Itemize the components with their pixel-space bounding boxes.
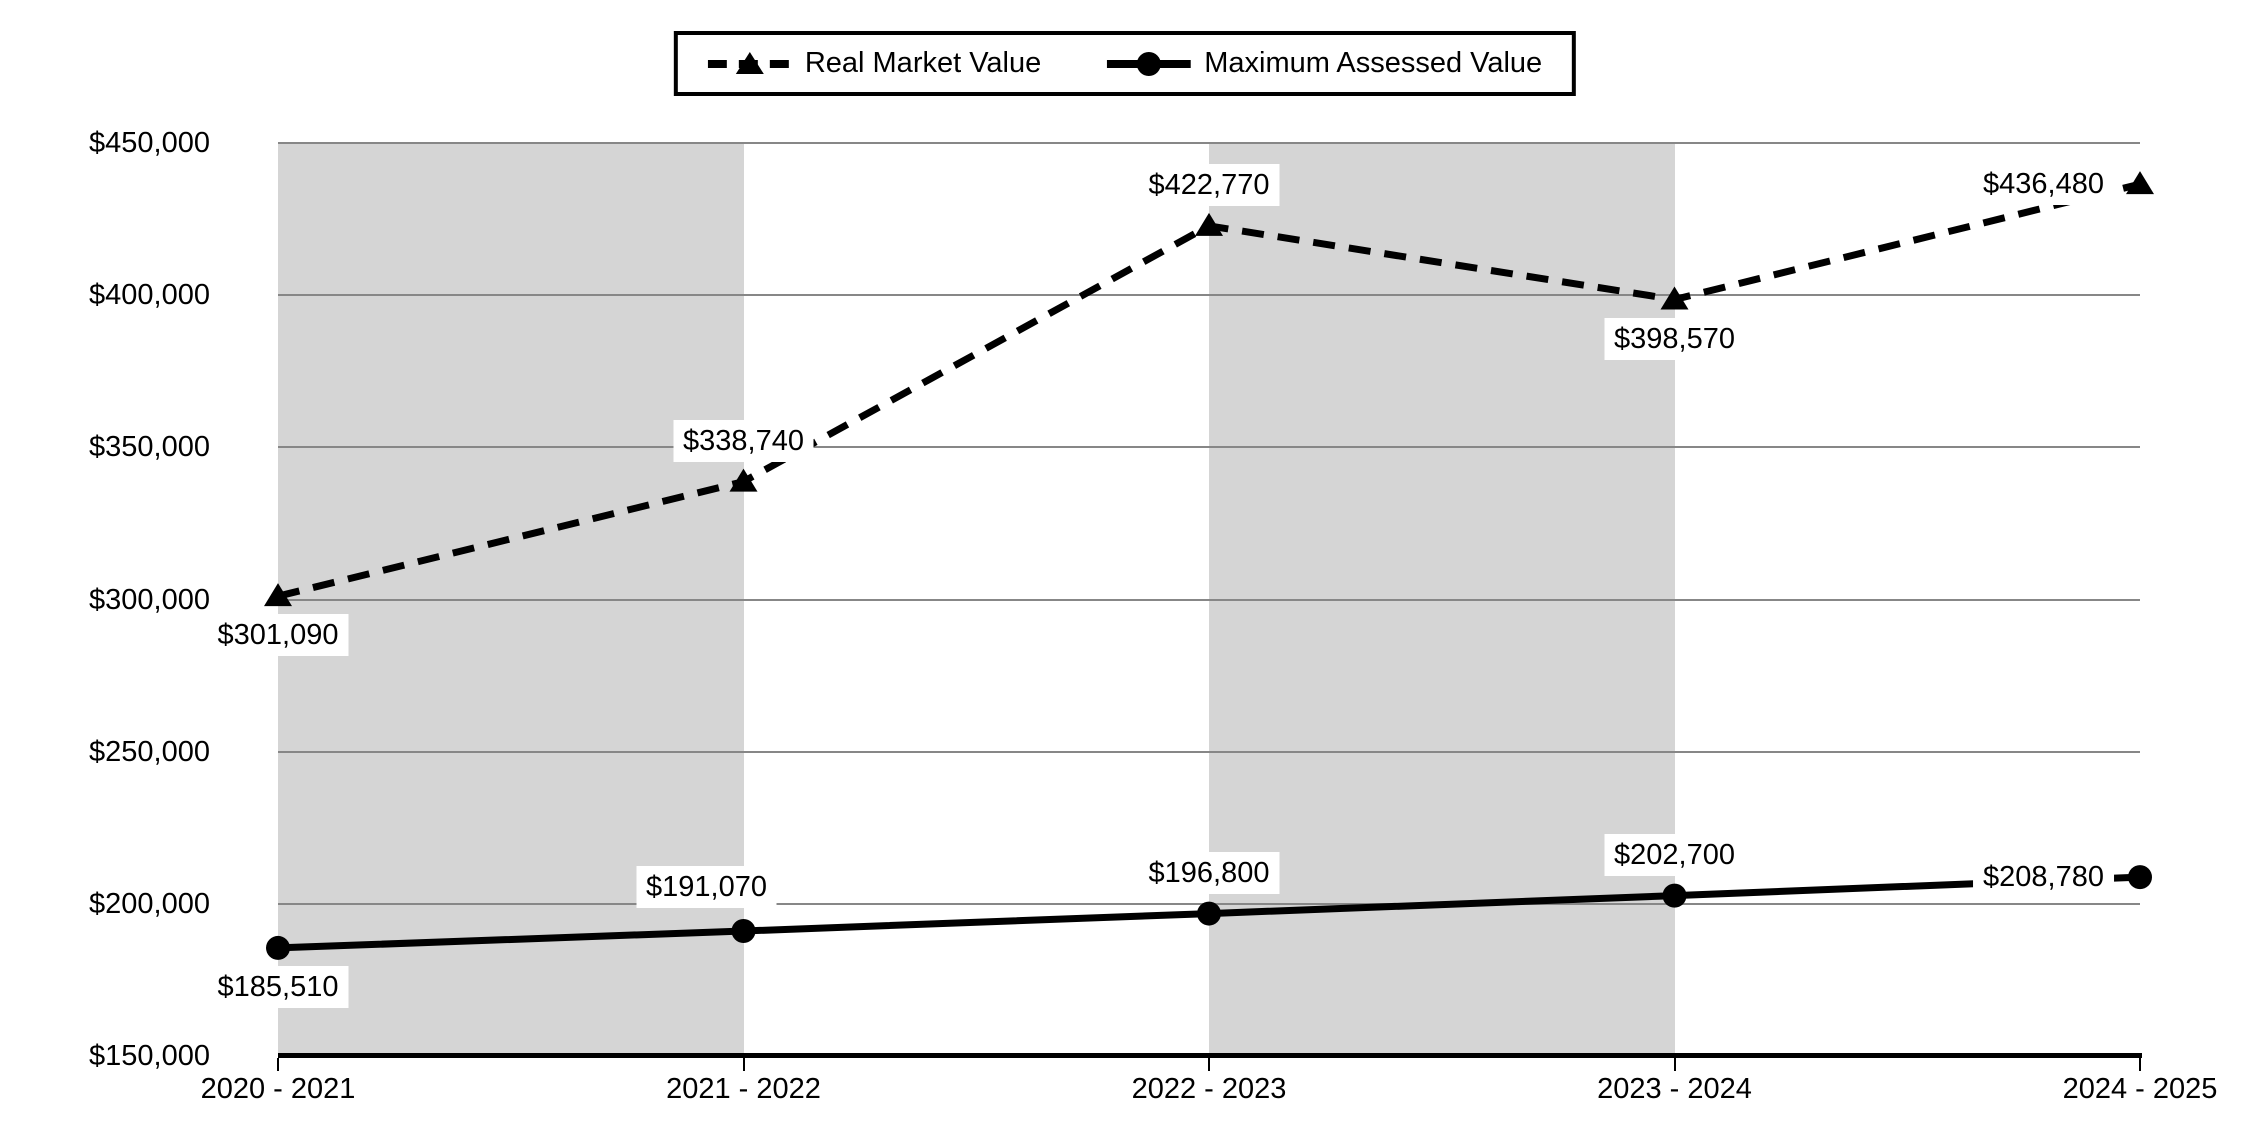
x-axis-tick-label: 2022 - 2023 xyxy=(1131,1073,1287,1105)
legend-item-maximum-assessed-value: Maximum Assessed Value xyxy=(1107,47,1542,80)
x-axis-line xyxy=(278,1053,2142,1058)
data-label: $185,510 xyxy=(207,965,349,1008)
legend-item-real-market-value: Real Market Value xyxy=(707,47,1042,80)
x-axis-tick xyxy=(277,1058,279,1071)
gridline xyxy=(278,142,2140,144)
data-label: $202,700 xyxy=(1604,833,1745,876)
legend: Real Market Value Maximum Assessed Value xyxy=(673,31,1577,96)
circle-marker xyxy=(1662,883,1687,908)
x-axis-tick xyxy=(1673,1058,1676,1071)
y-axis-tick-label: $150,000 xyxy=(89,1040,210,1072)
data-label: $191,070 xyxy=(636,866,777,908)
data-label: $301,090 xyxy=(207,614,349,657)
x-axis-tick xyxy=(2139,1058,2141,1071)
triangle-marker xyxy=(729,468,758,492)
gridline xyxy=(278,294,2140,297)
dashed-line-triangle-marker-icon xyxy=(707,51,792,74)
triangle-marker xyxy=(1660,286,1689,310)
triangle-marker xyxy=(2126,171,2154,195)
data-label: $398,570 xyxy=(1604,317,1745,360)
x-axis-tick xyxy=(742,1058,745,1071)
data-label: $196,800 xyxy=(1138,851,1280,894)
y-axis-tick-label: $400,000 xyxy=(89,279,210,312)
triangle-marker xyxy=(1195,212,1223,236)
x-axis-tick-label: 2021 - 2022 xyxy=(666,1073,821,1105)
legend-label: Maximum Assessed Value xyxy=(1204,47,1543,79)
x-axis-tick-label: 2024 - 2025 xyxy=(2062,1073,2218,1105)
data-label: $436,480 xyxy=(1973,163,2114,206)
x-axis-tick xyxy=(1208,1058,1210,1071)
gridline xyxy=(278,598,2140,601)
legend-label: Real Market Value xyxy=(804,47,1042,79)
circle-marker xyxy=(1197,901,1221,926)
circle-marker xyxy=(2128,865,2152,890)
gridline xyxy=(278,750,2140,753)
data-label: $422,770 xyxy=(1138,163,1280,206)
triangle-marker xyxy=(264,583,292,607)
dashed-series-line xyxy=(277,180,2141,600)
circle-marker xyxy=(266,935,290,960)
data-label: $338,740 xyxy=(673,419,814,462)
solid-line-circle-marker-icon xyxy=(1107,51,1192,76)
y-axis-tick-label: $200,000 xyxy=(89,887,210,920)
gridline xyxy=(278,446,2140,449)
y-axis-tick-label: $300,000 xyxy=(89,583,210,616)
x-axis-tick-label: 2023 - 2024 xyxy=(1597,1073,1752,1105)
x-axis-tick-label: 2020 - 2021 xyxy=(200,1073,356,1105)
y-axis-tick-label: $450,000 xyxy=(89,127,210,159)
data-label: $208,780 xyxy=(1973,856,2114,899)
y-axis-tick-label: $350,000 xyxy=(89,431,210,464)
circle-marker xyxy=(731,919,756,944)
y-axis-tick-label: $250,000 xyxy=(89,735,210,768)
